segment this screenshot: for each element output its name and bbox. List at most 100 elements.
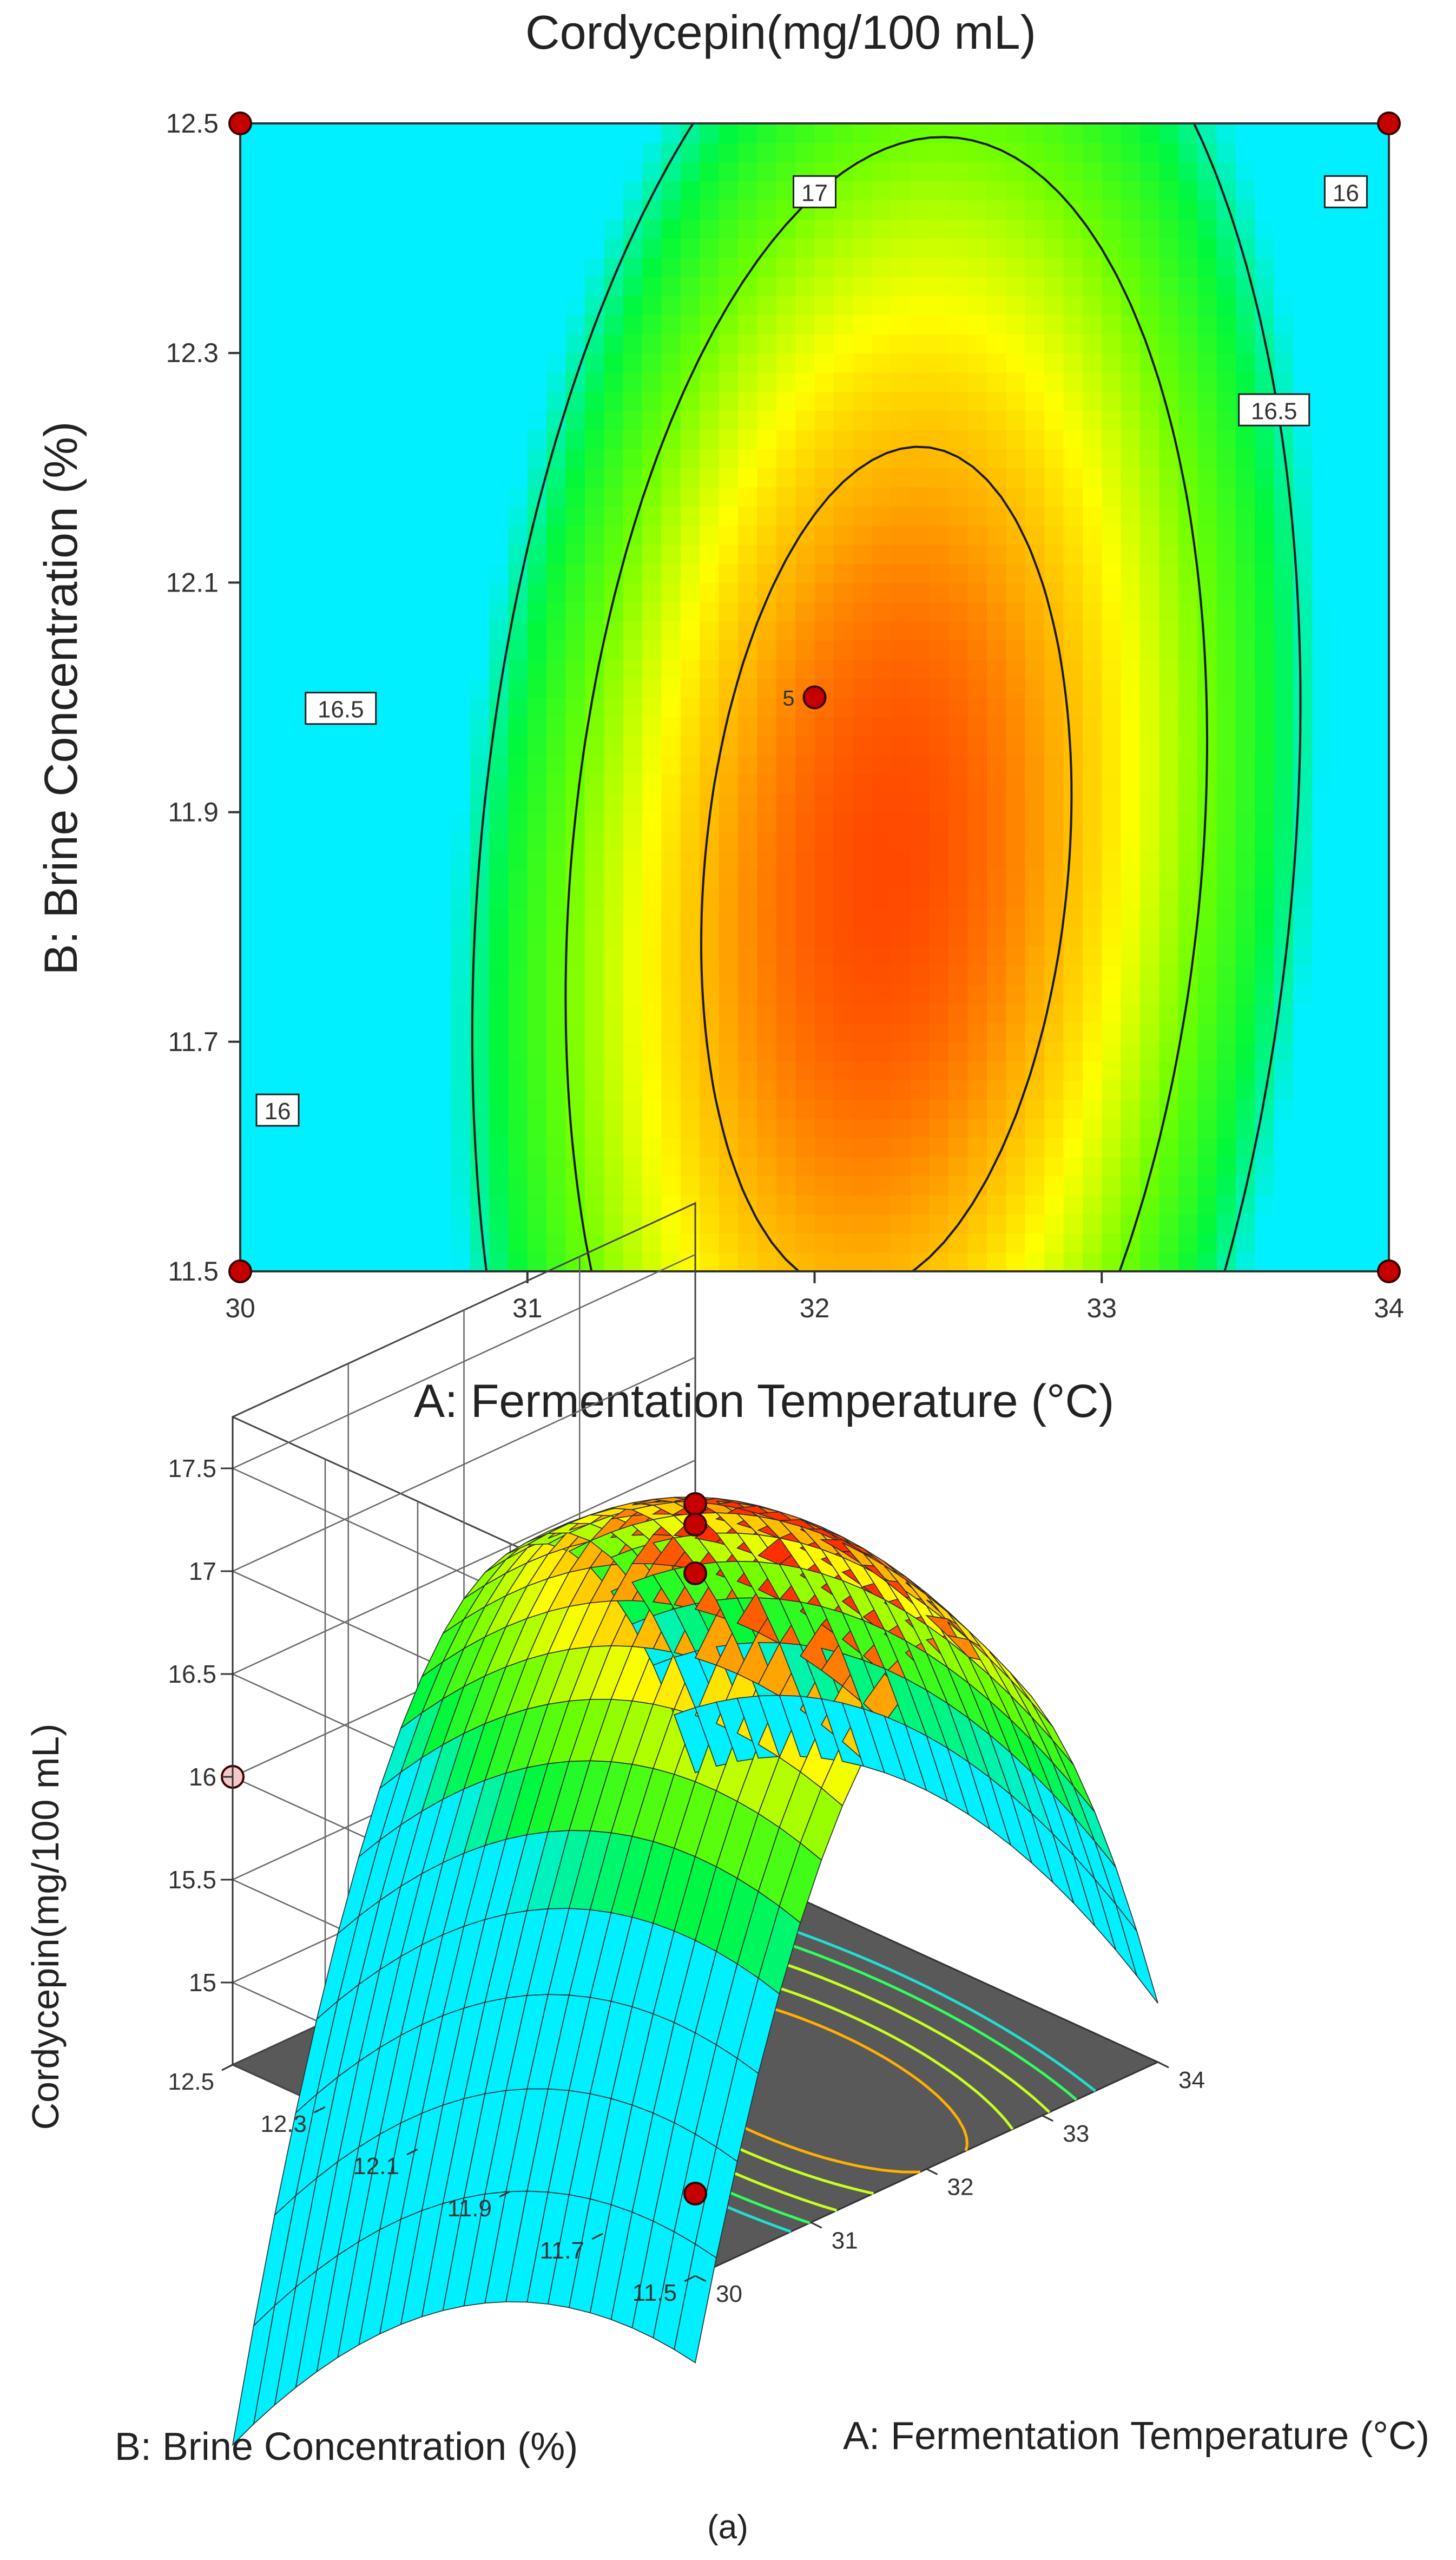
heatmap-cell (451, 1118, 471, 1138)
heatmap-cell (814, 525, 834, 545)
heatmap-cell (527, 697, 548, 717)
heatmap-cell (623, 1061, 643, 1081)
heatmap-cell (872, 372, 892, 392)
heatmap-cell (967, 1080, 987, 1100)
heatmap-cell (489, 449, 509, 469)
heatmap-cell (278, 123, 299, 143)
heatmap-cell (317, 1252, 337, 1271)
heatmap-cell (317, 563, 337, 583)
heatmap-cell (489, 468, 509, 488)
heatmap-cell (661, 908, 681, 928)
heatmap-cell (1159, 1022, 1179, 1042)
heatmap-cell (1369, 1137, 1389, 1157)
heatmap-cell (757, 946, 777, 966)
heatmap-cell (355, 410, 375, 430)
heatmap-cell (738, 869, 758, 890)
heatmap-cell (335, 123, 356, 143)
heatmap-cell (470, 563, 490, 583)
heatmap-cell (1369, 181, 1389, 201)
heatmap-cell (1369, 391, 1389, 411)
heatmap-cell (1102, 965, 1122, 985)
heatmap-cell (335, 200, 356, 220)
heatmap-cell (776, 697, 796, 717)
heatmap-cell (1121, 410, 1141, 430)
heatmap-cell (757, 200, 777, 220)
heatmap-cell (872, 525, 892, 545)
heatmap-cell (565, 850, 585, 870)
heatmap-cell (335, 582, 356, 602)
heatmap-cell (719, 181, 739, 201)
heatmap-cell (1274, 678, 1294, 698)
heatmap-cell (795, 449, 815, 469)
heatmap-cell (259, 1022, 279, 1042)
heatmap-cell (1255, 736, 1275, 756)
heatmap-cell (335, 812, 356, 832)
heatmap-cell (240, 1156, 260, 1177)
heatmap-cell (776, 372, 796, 392)
heatmap-cell (1369, 563, 1389, 583)
heatmap-cell (776, 1176, 796, 1196)
heatmap-cell (489, 946, 509, 966)
heatmap-cell (1063, 142, 1083, 162)
heatmap-cell (1082, 468, 1103, 488)
heatmap-cell (1006, 372, 1026, 392)
heatmap-cell (335, 181, 356, 201)
heatmap-cell (1044, 276, 1064, 297)
heatmap-cell (1255, 889, 1275, 909)
heatmap-cell (298, 621, 318, 641)
heatmap-cell (451, 965, 471, 985)
heatmap-cell (1350, 391, 1371, 411)
heatmap-cell (1369, 333, 1389, 354)
heatmap-cell (1350, 1041, 1371, 1062)
heatmap-cell (910, 965, 930, 985)
heatmap-cell (948, 601, 969, 622)
contour-lines (471, 123, 1302, 1271)
heatmap-cell (948, 391, 969, 411)
heatmap-cell (1255, 621, 1275, 641)
heatmap-cell (259, 678, 279, 698)
heatmap-cell (929, 238, 950, 258)
heatmap-cell (412, 372, 432, 392)
heatmap-cell (259, 314, 279, 334)
heatmap-cell (527, 314, 548, 334)
heatmap-cell (1369, 1156, 1389, 1177)
heatmap-cell (240, 812, 260, 832)
heatmap-cell (1331, 927, 1352, 947)
heatmap-cell (872, 200, 892, 220)
heatmap-cell (374, 123, 394, 143)
heatmap-cell (795, 1156, 815, 1177)
heatmap-cell (317, 1041, 337, 1062)
heatmap-cell (412, 219, 432, 239)
x-tick-label: 30 (225, 1293, 255, 1323)
heatmap-cell (527, 869, 548, 890)
heatmap-cell (757, 314, 777, 334)
heatmap-cell (1025, 296, 1045, 316)
heatmap-cell (546, 333, 566, 354)
heatmap-cell (1063, 640, 1083, 660)
heatmap-cell (604, 927, 624, 947)
heatmap-cell (489, 773, 509, 794)
heatmap-cell (891, 506, 911, 526)
heatmap-cell (335, 1214, 356, 1234)
heatmap-cell (1235, 506, 1256, 526)
heatmap-cell (1216, 353, 1236, 373)
heatmap-cell (298, 487, 318, 507)
heatmap-cell (1274, 812, 1294, 832)
heatmap-cell (278, 1061, 299, 1081)
heatmap-cell (1102, 449, 1122, 469)
z-tick-label: 15 (189, 1968, 216, 1997)
heatmap-cell (278, 946, 299, 966)
heatmap-cell (738, 601, 758, 622)
heatmap-cell (1293, 429, 1313, 449)
heatmap-cell (412, 161, 432, 182)
heatmap-cell (1312, 793, 1332, 813)
heatmap-cell (1063, 621, 1083, 641)
heatmap-cell (929, 161, 950, 182)
heatmap-cell (1121, 238, 1141, 258)
heatmap-cell (872, 1214, 892, 1234)
heatmap-cell (1293, 697, 1313, 717)
heatmap-cell (719, 1041, 739, 1062)
heatmap-cell (661, 850, 681, 870)
heatmap-cell (1293, 238, 1313, 258)
heatmap-cell (604, 449, 624, 469)
